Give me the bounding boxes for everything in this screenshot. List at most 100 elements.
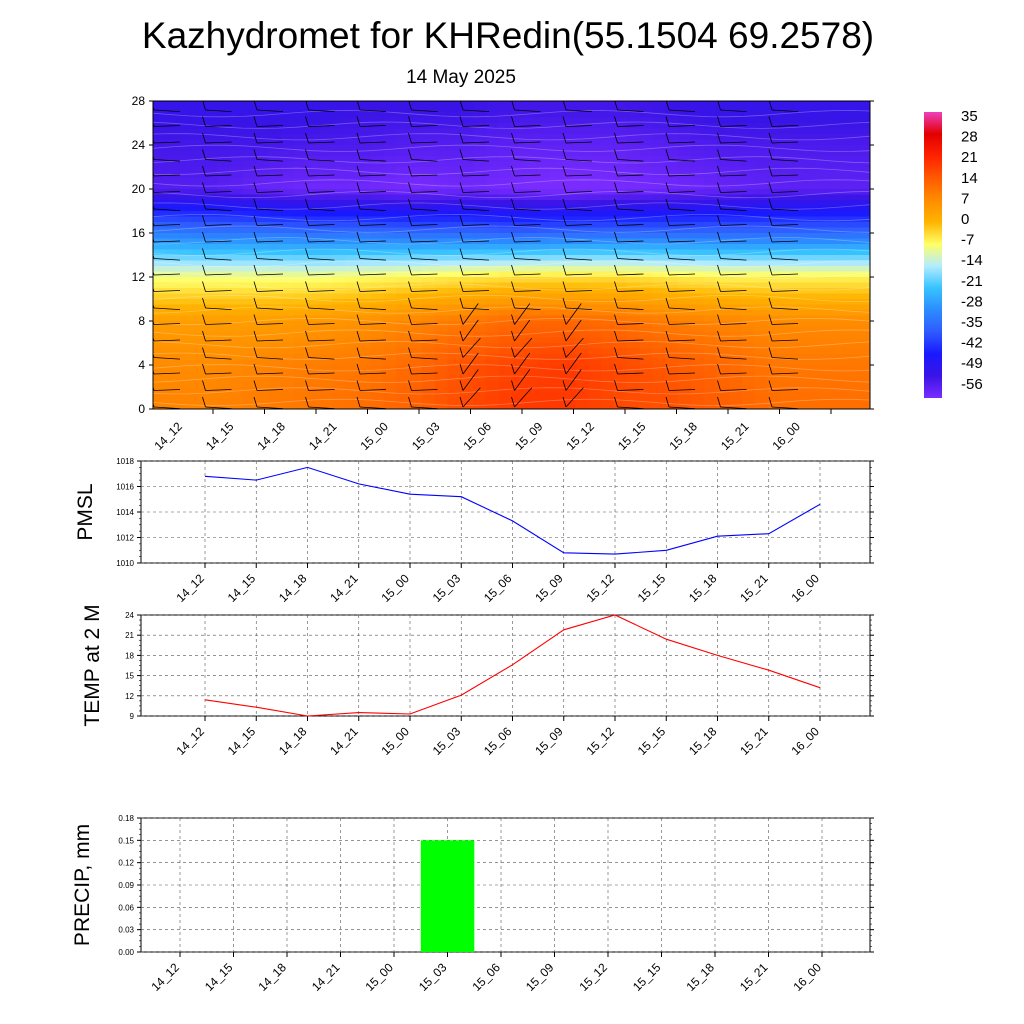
heatmap-cell xyxy=(613,326,628,333)
wind-barb-flag xyxy=(717,132,721,144)
heatmap-cell xyxy=(601,134,615,141)
heatmap-cell xyxy=(153,403,167,409)
heatmap-cell xyxy=(434,249,449,256)
heatmap-cell xyxy=(665,128,679,135)
heatmap-cell xyxy=(370,326,385,333)
heatmap-cell xyxy=(524,244,538,251)
wind-barb-flag xyxy=(305,182,309,193)
heatmap-cell xyxy=(562,343,577,350)
heatmap-cell xyxy=(242,128,257,135)
heatmap-cell xyxy=(409,332,423,339)
wind-barb-shaft xyxy=(617,357,644,360)
heatmap-cell xyxy=(716,200,730,207)
heatmap-cell xyxy=(178,403,193,409)
heatmap-cell xyxy=(857,354,870,361)
heatmap-cell xyxy=(460,106,474,113)
contour-line xyxy=(153,110,870,118)
heatmap-cell xyxy=(498,216,513,223)
wind-barb-shaft xyxy=(462,191,490,193)
heatmap-cell xyxy=(306,255,321,262)
heatmap-cell xyxy=(601,205,615,212)
heatmap-cell xyxy=(293,128,308,135)
heatmap-cell xyxy=(396,392,410,399)
heatmap-cell xyxy=(293,365,308,372)
heatmap-cell xyxy=(537,178,551,185)
y-tick-label: 21 xyxy=(125,631,134,640)
heatmap-cell xyxy=(383,398,397,405)
heatmap-cell xyxy=(844,227,858,234)
wind-barb-shaft xyxy=(153,357,181,360)
heatmap-cell xyxy=(716,183,730,190)
heatmap-cell xyxy=(345,106,359,113)
heatmap-cell xyxy=(626,260,641,267)
heatmap-cell xyxy=(473,216,487,223)
heatmap-cell xyxy=(780,282,794,289)
heatmap-cell xyxy=(754,332,769,339)
heatmap-cell xyxy=(780,216,794,223)
heatmap-cell xyxy=(537,332,551,339)
heatmap-cell xyxy=(498,398,513,405)
heatmap-cell xyxy=(690,101,705,108)
wind-barb-shaft xyxy=(308,307,335,310)
heatmap-cell xyxy=(549,189,564,196)
heatmap-cell xyxy=(639,183,653,190)
heatmap-cell xyxy=(396,304,410,311)
heatmap-cell xyxy=(293,288,308,295)
heatmap-cell xyxy=(306,200,321,207)
heatmap-cell xyxy=(613,315,628,322)
heatmap-cell xyxy=(281,354,295,361)
heatmap-cell xyxy=(447,348,461,355)
heatmap-cell xyxy=(741,178,756,185)
wind-barb-flag xyxy=(768,101,773,111)
wind-barb-flag xyxy=(768,396,773,408)
heatmap-cell xyxy=(332,106,346,113)
heatmap-cell xyxy=(703,381,717,388)
heatmap-cell xyxy=(818,376,833,383)
heatmap-cell xyxy=(818,106,833,113)
heatmap-cell xyxy=(601,343,615,350)
heatmap-cell xyxy=(690,376,705,383)
heatmap-cell xyxy=(652,150,666,157)
heatmap-x-tick-label: 14_21 xyxy=(306,419,340,453)
heatmap-cell xyxy=(575,249,589,256)
heatmap-cell xyxy=(588,227,602,234)
wind-barb-flag xyxy=(614,380,618,391)
heatmap-cell xyxy=(229,205,244,212)
heatmap-y-tick-label: 0 xyxy=(138,402,145,416)
heatmap-cell xyxy=(255,381,269,388)
wind-barb-shaft xyxy=(359,406,387,409)
heatmap-cell xyxy=(805,398,820,405)
heatmap-cell xyxy=(191,299,205,306)
heatmap-cell xyxy=(434,288,449,295)
heatmap-cell xyxy=(409,348,423,355)
heatmap-cell xyxy=(524,167,538,174)
heatmap-cell xyxy=(191,266,205,273)
heatmap-cell xyxy=(575,370,589,377)
heatmap-cell xyxy=(498,227,513,234)
heatmap-cell xyxy=(498,183,513,190)
wind-barb-flag xyxy=(202,347,206,358)
heatmap-cell xyxy=(357,216,372,223)
heatmap-cell xyxy=(165,277,180,284)
wind-barb-shaft xyxy=(411,174,438,177)
heatmap-cell xyxy=(165,354,180,361)
heatmap-cell xyxy=(217,249,231,256)
heatmap-cell xyxy=(178,167,193,174)
heatmap-cell xyxy=(716,101,730,108)
wind-barb-flag xyxy=(356,347,361,358)
heatmap-cell xyxy=(780,266,794,273)
heatmap-cell xyxy=(447,304,461,311)
heatmap-cell xyxy=(677,128,692,135)
heatmap-cell xyxy=(537,354,551,361)
heatmap-cell xyxy=(345,255,359,262)
heatmap-cell xyxy=(409,156,423,163)
heatmap-cell xyxy=(165,310,180,317)
wind-barb-flag xyxy=(408,165,412,177)
heatmap-cell xyxy=(396,189,410,196)
heatmap-cell xyxy=(485,123,500,130)
y-tick-label: 0.06 xyxy=(118,903,134,912)
heatmap-cell xyxy=(793,172,807,179)
heatmap-cell xyxy=(204,167,218,174)
heatmap-cell xyxy=(716,403,730,409)
